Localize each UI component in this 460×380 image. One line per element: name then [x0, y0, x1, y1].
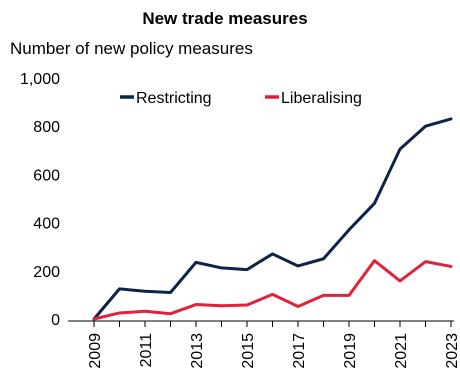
x-tick-label: 2013 [189, 333, 206, 369]
y-tick-label: 600 [33, 167, 60, 184]
y-tick-label: 0 [51, 312, 60, 329]
y-tick-label: 400 [33, 216, 60, 233]
series-line-liberalising [92, 259, 453, 321]
chart-title: New trade measures [142, 9, 307, 28]
series-lines [92, 117, 453, 321]
x-tick-label: 2017 [291, 333, 308, 369]
x-tick-label: 2015 [240, 333, 257, 369]
x-tick-label: 2011 [138, 333, 155, 368]
x-tick-label: 2019 [342, 333, 359, 369]
series-line-restricting [92, 117, 453, 321]
legend: Restricting Liberalising [120, 90, 362, 107]
x-tick-label: 2023 [444, 333, 460, 369]
y-tick-label: 800 [33, 119, 60, 136]
y-axis-title: Number of new policy measures [10, 39, 253, 58]
y-axis-tick-labels: 0 200 400 600 800 1,000 [20, 71, 60, 329]
x-axis-ticks: 2009 2011 2013 2015 2017 2019 2021 2023 [87, 321, 460, 369]
y-tick-label: 200 [33, 264, 60, 281]
legend-label-liberalising: Liberalising [281, 90, 362, 107]
x-tick-label: 2021 [393, 333, 410, 369]
y-tick-label: 1,000 [20, 71, 60, 88]
legend-label-restricting: Restricting [136, 90, 212, 107]
x-tick-label: 2009 [87, 333, 104, 369]
